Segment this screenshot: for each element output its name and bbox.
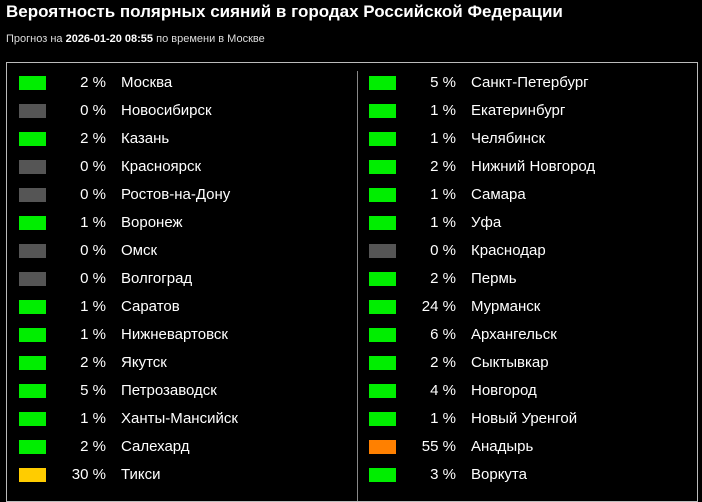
city-name: Петрозаводск xyxy=(121,382,217,399)
probability: 1 % xyxy=(80,214,106,231)
city-name: Москва xyxy=(121,74,173,91)
city-name: Краснодар xyxy=(471,242,546,259)
probability: 1 % xyxy=(80,410,106,427)
forecast-time: 2026-01-20 08:55 xyxy=(65,33,154,45)
status-swatch xyxy=(19,244,46,258)
probability: 0 % xyxy=(80,270,106,287)
status-swatch xyxy=(19,300,46,314)
probability: 6 % xyxy=(430,326,456,343)
probability: 4 % xyxy=(430,382,456,399)
status-swatch xyxy=(369,384,396,398)
probability: 2 % xyxy=(80,438,106,455)
status-swatch xyxy=(19,384,46,398)
status-swatch xyxy=(369,244,396,258)
status-swatch xyxy=(19,440,46,454)
city-name: Тикси xyxy=(121,466,161,483)
status-swatch xyxy=(369,440,396,454)
probability: 2 % xyxy=(430,158,456,175)
status-swatch xyxy=(19,468,46,482)
city-name: Уфа xyxy=(471,214,502,231)
status-swatch xyxy=(369,160,396,174)
city-name: Новгород xyxy=(471,382,537,399)
status-swatch xyxy=(369,104,396,118)
city-name: Екатеринбург xyxy=(471,102,566,119)
city-name: Анадырь xyxy=(471,438,534,455)
status-swatch xyxy=(369,300,396,314)
probability: 1 % xyxy=(80,298,106,315)
probability: 0 % xyxy=(80,242,106,259)
probability: 30 % xyxy=(71,466,106,483)
probability: 5 % xyxy=(80,382,106,399)
status-swatch xyxy=(369,132,396,146)
status-swatch xyxy=(369,216,396,230)
city-name: Пермь xyxy=(471,270,517,287)
status-swatch xyxy=(19,132,46,146)
city-name: Салехард xyxy=(121,438,190,455)
status-swatch xyxy=(369,468,396,482)
status-swatch xyxy=(19,188,46,202)
city-name: Новый Уренгой xyxy=(471,410,578,427)
status-swatch xyxy=(369,328,396,342)
probability: 24 % xyxy=(421,298,456,315)
status-swatch xyxy=(19,216,46,230)
city-name: Волгоград xyxy=(121,270,193,287)
city-name: Самара xyxy=(471,186,526,203)
status-swatch xyxy=(369,76,396,90)
probability: 0 % xyxy=(80,158,106,175)
city-table: 2 % Москва 0 % Новосибирск 2 % Казань 0 % Красн… xyxy=(6,62,698,502)
city-name: Новосибирск xyxy=(121,102,212,119)
city-name: Ханты-Мансийск xyxy=(121,410,238,427)
city-name: Архангельск xyxy=(471,326,557,343)
city-name: Мурманск xyxy=(471,298,541,315)
status-swatch xyxy=(369,272,396,286)
city-name: Нижневартовск xyxy=(121,326,228,343)
status-swatch xyxy=(19,356,46,370)
city-name: Саратов xyxy=(121,298,180,315)
probability: 1 % xyxy=(80,326,106,343)
city-name: Омск xyxy=(121,242,158,259)
city-name: Челябинск xyxy=(471,130,546,147)
subtitle: Прогноз на 2026-01-20 08:55 по времени в… xyxy=(6,33,265,45)
status-swatch xyxy=(19,328,46,342)
probability: 2 % xyxy=(430,354,456,371)
probability: 0 % xyxy=(430,242,456,259)
probability: 1 % xyxy=(430,214,456,231)
column-divider xyxy=(357,71,358,501)
status-swatch xyxy=(19,76,46,90)
subtitle-prefix: Прогноз на xyxy=(6,33,63,45)
city-name: Казань xyxy=(121,130,170,147)
probability: 2 % xyxy=(430,270,456,287)
probability: 55 % xyxy=(421,438,456,455)
status-swatch xyxy=(369,412,396,426)
subtitle-suffix: по времени в Москве xyxy=(156,33,265,45)
probability: 1 % xyxy=(430,102,456,119)
probability: 2 % xyxy=(80,130,106,147)
probability: 5 % xyxy=(430,74,456,91)
city-name: Воронеж xyxy=(121,214,183,231)
probability: 1 % xyxy=(430,130,456,147)
probability: 1 % xyxy=(430,410,456,427)
city-name: Ростов-на-Дону xyxy=(121,186,231,203)
city-name: Якутск xyxy=(121,354,167,371)
probability: 3 % xyxy=(430,466,456,483)
city-name: Санкт-Петербург xyxy=(471,74,589,91)
status-swatch xyxy=(19,160,46,174)
city-name: Красноярск xyxy=(121,158,202,175)
status-swatch xyxy=(19,412,46,426)
status-swatch xyxy=(19,104,46,118)
probability: 1 % xyxy=(430,186,456,203)
city-name: Воркута xyxy=(471,466,527,483)
status-swatch xyxy=(369,188,396,202)
probability: 0 % xyxy=(80,186,106,203)
status-swatch xyxy=(19,272,46,286)
city-name: Сыктывкар xyxy=(471,354,549,371)
probability: 0 % xyxy=(80,102,106,119)
probability: 2 % xyxy=(80,354,106,371)
probability: 2 % xyxy=(80,74,106,91)
status-swatch xyxy=(369,356,396,370)
title: Вероятность полярных сияний в городах Ро… xyxy=(6,2,563,21)
city-name: Нижний Новгород xyxy=(471,158,596,175)
